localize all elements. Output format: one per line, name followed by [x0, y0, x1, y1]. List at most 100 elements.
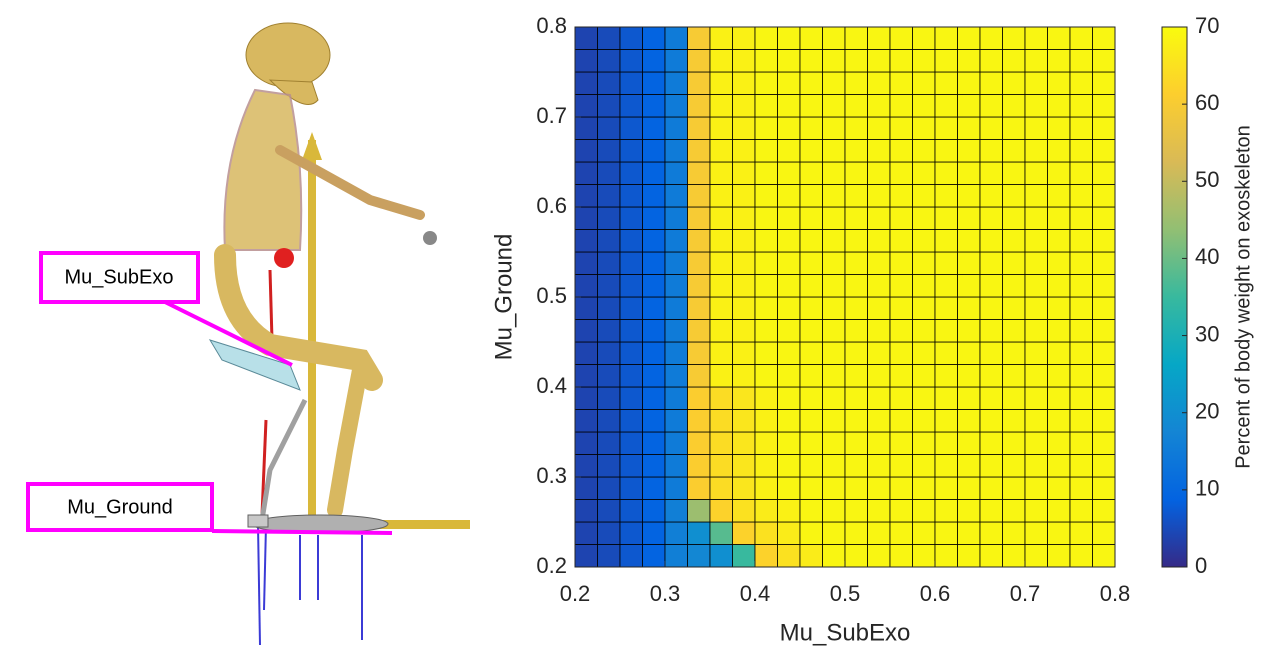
heatmap-cell — [777, 251, 801, 275]
heatmap-cell — [687, 386, 711, 410]
heatmap-cell — [732, 341, 756, 365]
heatmap-cell — [642, 206, 666, 230]
heatmap-cell — [934, 49, 958, 73]
heatmap-cell — [777, 431, 801, 455]
heatmap-cell — [1024, 386, 1048, 410]
heatmap-cell — [732, 139, 756, 163]
heatmap-cell — [912, 49, 936, 73]
heatmap-cell — [642, 229, 666, 253]
heatmap-cell — [597, 476, 621, 500]
annotation-boxes: Mu_SubExo Mu_Ground — [26, 251, 393, 535]
heatmap-cell — [934, 499, 958, 523]
heatmap-cell — [754, 521, 778, 545]
heatmap-cell — [934, 364, 958, 388]
heatmap-cell — [687, 544, 711, 568]
heatmap-cell — [777, 521, 801, 545]
colorbar-tick-label: 0 — [1195, 553, 1207, 578]
heatmap-cell — [1092, 319, 1116, 343]
heatmap-cell — [844, 521, 868, 545]
heatmap-cell — [1092, 184, 1116, 208]
heatmap-cell — [934, 544, 958, 568]
heatmap-cell — [664, 206, 688, 230]
heatmap-cell — [844, 364, 868, 388]
heatmap-cell — [889, 274, 913, 298]
heatmap-cell — [732, 71, 756, 95]
heatmap-cell — [619, 454, 643, 478]
heatmap-cell — [799, 521, 823, 545]
heatmap-cell — [642, 544, 666, 568]
heatmap-cell — [799, 184, 823, 208]
x-tick-label: 0.7 — [1010, 581, 1041, 606]
annotation: Mu_SubExo — [65, 266, 174, 288]
heatmap-cell — [844, 94, 868, 118]
heatmap-cell — [844, 71, 868, 95]
heatmap-cell — [799, 71, 823, 95]
heatmap-cell — [844, 26, 868, 50]
heatmap-cell — [664, 251, 688, 275]
heatmap-cell — [1024, 319, 1048, 343]
heatmap-cell — [979, 521, 1003, 545]
heatmap-cell — [777, 476, 801, 500]
heatmap-cell — [867, 319, 891, 343]
heatmap-cell — [867, 184, 891, 208]
heatmap-cell — [619, 521, 643, 545]
heatmap-cell — [642, 26, 666, 50]
heatmap-cell — [777, 161, 801, 185]
heatmap-cell — [957, 116, 981, 140]
colorbar-tick-label: 50 — [1195, 167, 1219, 192]
heatmap-cell — [844, 296, 868, 320]
heatmap-cell — [867, 364, 891, 388]
heatmap-cell — [1047, 454, 1071, 478]
heatmap-cell — [709, 319, 733, 343]
heatmap-cell — [1002, 431, 1026, 455]
heatmap-cell — [597, 521, 621, 545]
heatmap-cell — [957, 229, 981, 253]
heatmap-cell — [957, 296, 981, 320]
heatmap-cell — [844, 274, 868, 298]
heatmap-cell — [867, 476, 891, 500]
heatmap-cell — [732, 161, 756, 185]
heatmap-cell — [709, 139, 733, 163]
heatmap-cell — [574, 521, 598, 545]
heatmap-cell — [822, 206, 846, 230]
heatmap-cell — [867, 139, 891, 163]
heatmap-cell — [664, 116, 688, 140]
heatmap-cell — [822, 26, 846, 50]
heatmap-cell — [1002, 499, 1026, 523]
heatmap-cell — [732, 409, 756, 433]
heatmap-cell — [597, 49, 621, 73]
heatmap-cell — [754, 26, 778, 50]
heatmap-cell — [957, 274, 981, 298]
heatmap-cell — [754, 116, 778, 140]
heatmap-cell — [957, 49, 981, 73]
heatmap-cell — [979, 184, 1003, 208]
heatmap-cell — [754, 386, 778, 410]
heatmap-cell — [1002, 296, 1026, 320]
heatmap-cell — [799, 94, 823, 118]
heatmap-cell — [1047, 116, 1071, 140]
heatmap-cell — [867, 251, 891, 275]
heatmap-cell — [732, 454, 756, 478]
heatmap-cell — [664, 229, 688, 253]
heatmap-cell — [664, 49, 688, 73]
heatmap-cell — [777, 184, 801, 208]
heatmap-cell — [709, 296, 733, 320]
heatmap-cell — [664, 319, 688, 343]
y-tick-label: 0.7 — [536, 103, 567, 128]
heatmap-cell — [822, 49, 846, 73]
heatmap-cell — [597, 386, 621, 410]
heatmap-cell — [979, 409, 1003, 433]
heatmap-cell — [709, 206, 733, 230]
heatmap-cell — [709, 274, 733, 298]
heatmap-cell — [664, 184, 688, 208]
heatmap-cell — [1092, 521, 1116, 545]
heatmap-cell — [979, 454, 1003, 478]
heatmap-cell — [642, 94, 666, 118]
heatmap-cell — [1069, 544, 1093, 568]
heatmap-cell — [664, 139, 688, 163]
heatmap-cell — [934, 319, 958, 343]
heatmap-cell — [597, 251, 621, 275]
heatmap-cell — [1024, 94, 1048, 118]
heatmap-cell — [1024, 206, 1048, 230]
heatmap-cell — [912, 116, 936, 140]
